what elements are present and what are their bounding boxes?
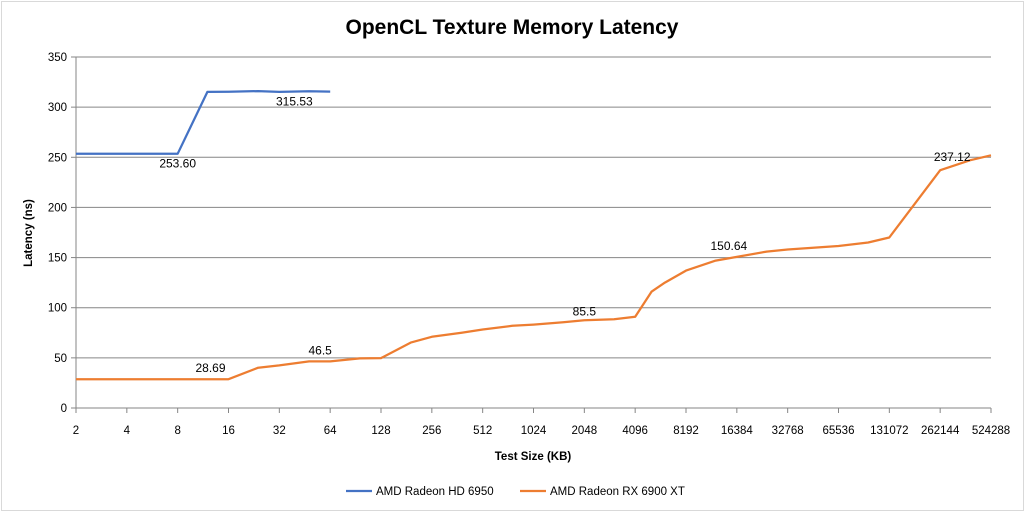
axes: 0 50 100 150 200 250 300 350 2 4 8 16 32 64 128 256 512 1… [48,52,1010,437]
data-label: 46.5 [308,343,332,357]
x-tick-label: 4 [124,425,131,437]
x-tick-label: 4096 [622,425,648,437]
data-label: 315.53 [276,95,313,109]
x-tick-label: 524288 [972,425,1010,437]
x-tick-label: 16384 [721,425,754,437]
y-tick-label: 50 [54,353,67,365]
data-label: 85.5 [573,304,597,318]
x-tick-label: 262144 [921,425,960,437]
x-tick-label: 16 [222,425,235,437]
chart-title: OpenCL Texture Memory Latency [346,16,679,39]
x-tick-label: 32768 [772,425,804,437]
y-tick-label: 0 [61,403,67,415]
data-label: 28.69 [195,361,225,375]
y-tick-label: 250 [48,152,67,164]
data-labels: 253.60 315.53 28.69 46.5 85.5 150.64 237.12 [159,95,971,376]
data-label: 253.60 [159,157,196,171]
x-tick-label: 32 [273,425,286,437]
data-label: 150.64 [710,239,747,253]
x-tick-label: 2 [73,425,79,437]
x-tick-label: 128 [371,425,390,437]
x-tick-label: 8192 [673,425,699,437]
y-tick-label: 100 [48,303,67,315]
x-tick-label: 2048 [572,425,598,437]
y-tick-label: 300 [48,102,67,114]
x-tick-label: 64 [324,425,337,437]
legend-entry: AMD Radeon RX 6900 XT [550,486,685,498]
y-tick-label: 150 [48,253,67,265]
legend: AMD Radeon HD 6950 AMD Radeon RX 6900 XT [346,486,685,498]
x-axis-title: Test Size (KB) [495,451,572,463]
x-tick-label: 512 [473,425,492,437]
x-tick-label: 65536 [823,425,855,437]
y-tick-label: 350 [48,52,67,64]
data-label: 237.12 [934,150,971,164]
legend-entry: AMD Radeon HD 6950 [376,486,494,498]
series-line-rx6900xt [76,154,992,381]
x-tick-label: 256 [422,425,441,437]
y-tick-label: 200 [48,202,67,214]
x-tick-label: 1024 [521,425,547,437]
series-lines [76,89,992,381]
y-axis-title: Latency (ns) [23,199,35,267]
x-tick-label: 8 [174,425,180,437]
series-line-hd6950 [76,89,331,155]
x-tick-label: 131072 [870,425,908,437]
gridlines [76,56,991,359]
